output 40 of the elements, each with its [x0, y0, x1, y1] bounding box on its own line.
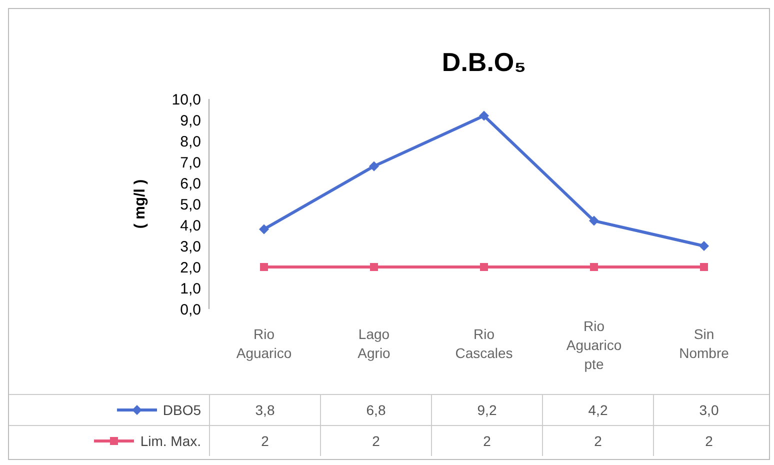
y-tick-label: 7,0 — [180, 154, 201, 172]
data-label: 4,2 — [542, 395, 653, 425]
point — [700, 263, 708, 271]
point — [370, 263, 378, 271]
data-label: 2 — [653, 426, 764, 456]
point — [589, 216, 599, 226]
y-tick-label: 0,0 — [180, 301, 201, 318]
point — [259, 224, 269, 234]
point — [479, 110, 489, 121]
data-label: 9,2 — [431, 395, 542, 425]
y-tick-label: 2,0 — [180, 259, 201, 276]
y-axis-title: ( mg/l ) — [131, 179, 148, 229]
data-label: 2 — [320, 426, 431, 456]
point — [699, 241, 709, 251]
y-tick-label: 10,0 — [172, 91, 201, 108]
x-tick-label: Rio Cascales — [455, 326, 513, 361]
data-label: 6,8 — [320, 395, 431, 425]
x-tick-label: Lago Agrio — [358, 326, 391, 361]
x-tick-label: Rio Aguarico — [236, 326, 292, 361]
y-tick-label: 5,0 — [180, 196, 201, 214]
data-label: 3,0 — [653, 395, 764, 425]
x-tick-label: Rio Aguarico pte — [566, 318, 622, 372]
data-label: 2 — [431, 426, 542, 456]
data-label: 2 — [209, 426, 320, 456]
x-tick-label: Sin Nombre — [679, 326, 730, 361]
y-tick-label: 3,0 — [180, 238, 201, 256]
y-tick-label: 1,0 — [180, 280, 201, 298]
point — [590, 263, 598, 271]
point — [369, 161, 379, 172]
y-tick-label: 9,0 — [180, 112, 201, 130]
point — [480, 263, 488, 271]
legend-label: DBO5 — [162, 402, 201, 418]
data-label: 2 — [542, 426, 653, 456]
y-tick-label: 6,0 — [180, 175, 201, 192]
point — [260, 263, 268, 271]
chart-title: D.B.O₅ — [440, 47, 528, 78]
y-tick-label: 4,0 — [180, 217, 201, 234]
legend-label: Lim. Max. — [140, 433, 201, 449]
data-label: 3,8 — [209, 395, 320, 425]
y-tick-label: 8,0 — [180, 133, 201, 150]
